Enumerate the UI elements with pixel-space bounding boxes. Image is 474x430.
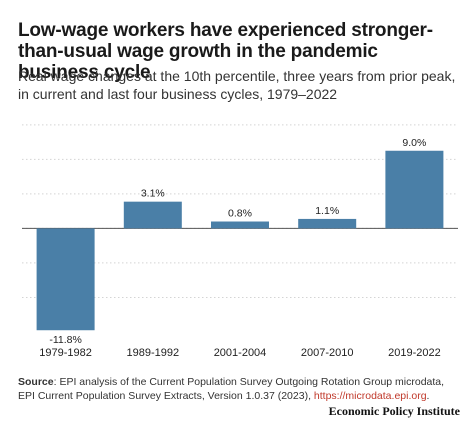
chart-title: Low-wage workers have experienced strong…: [18, 20, 433, 83]
x-tick-label: 2007-2010: [301, 347, 354, 359]
value-label: 0.8%: [228, 208, 252, 220]
value-label: 1.1%: [315, 205, 339, 217]
value-label: -11.8%: [49, 334, 82, 346]
x-tick-label: 1989-1992: [126, 347, 179, 359]
value-labels: -11.8% 3.1% 0.8% 1.1% 9.0%: [49, 137, 426, 346]
x-tick-label: 1979-1982: [39, 347, 92, 359]
bar-1979-1982: [36, 228, 95, 331]
source-end: .: [426, 390, 430, 402]
bar-chart: -11.8% 3.1% 0.8% 1.1% 9.0% 1979-1982 1989-199…: [22, 124, 458, 359]
source-label: Source: [18, 376, 54, 388]
epi-logo: Economic Policy Institute: [328, 404, 460, 418]
bars: [36, 150, 444, 331]
bar-2001-2004: [211, 221, 269, 229]
chart-subtitle: Real wage changes at the 10th percentile…: [18, 68, 456, 102]
value-label: 9.0%: [402, 137, 426, 149]
value-label: 3.1%: [141, 188, 165, 200]
source-note: Source: EPI analysis of the Current Popu…: [18, 375, 463, 403]
bar-2007-2010: [298, 218, 357, 229]
bar-1989-1992: [123, 201, 182, 229]
x-tick-labels: 1979-1982 1989-1992 2001-2004 2007-2010 2019…: [39, 347, 440, 359]
x-tick-label: 2001-2004: [214, 347, 267, 359]
source-link[interactable]: https://microdata.epi.org: [313, 390, 427, 402]
x-tick-label: 2019-2022: [388, 347, 441, 359]
source-text: : EPI analysis of the Current Population…: [18, 376, 445, 402]
bar-2019-2022: [385, 150, 444, 229]
